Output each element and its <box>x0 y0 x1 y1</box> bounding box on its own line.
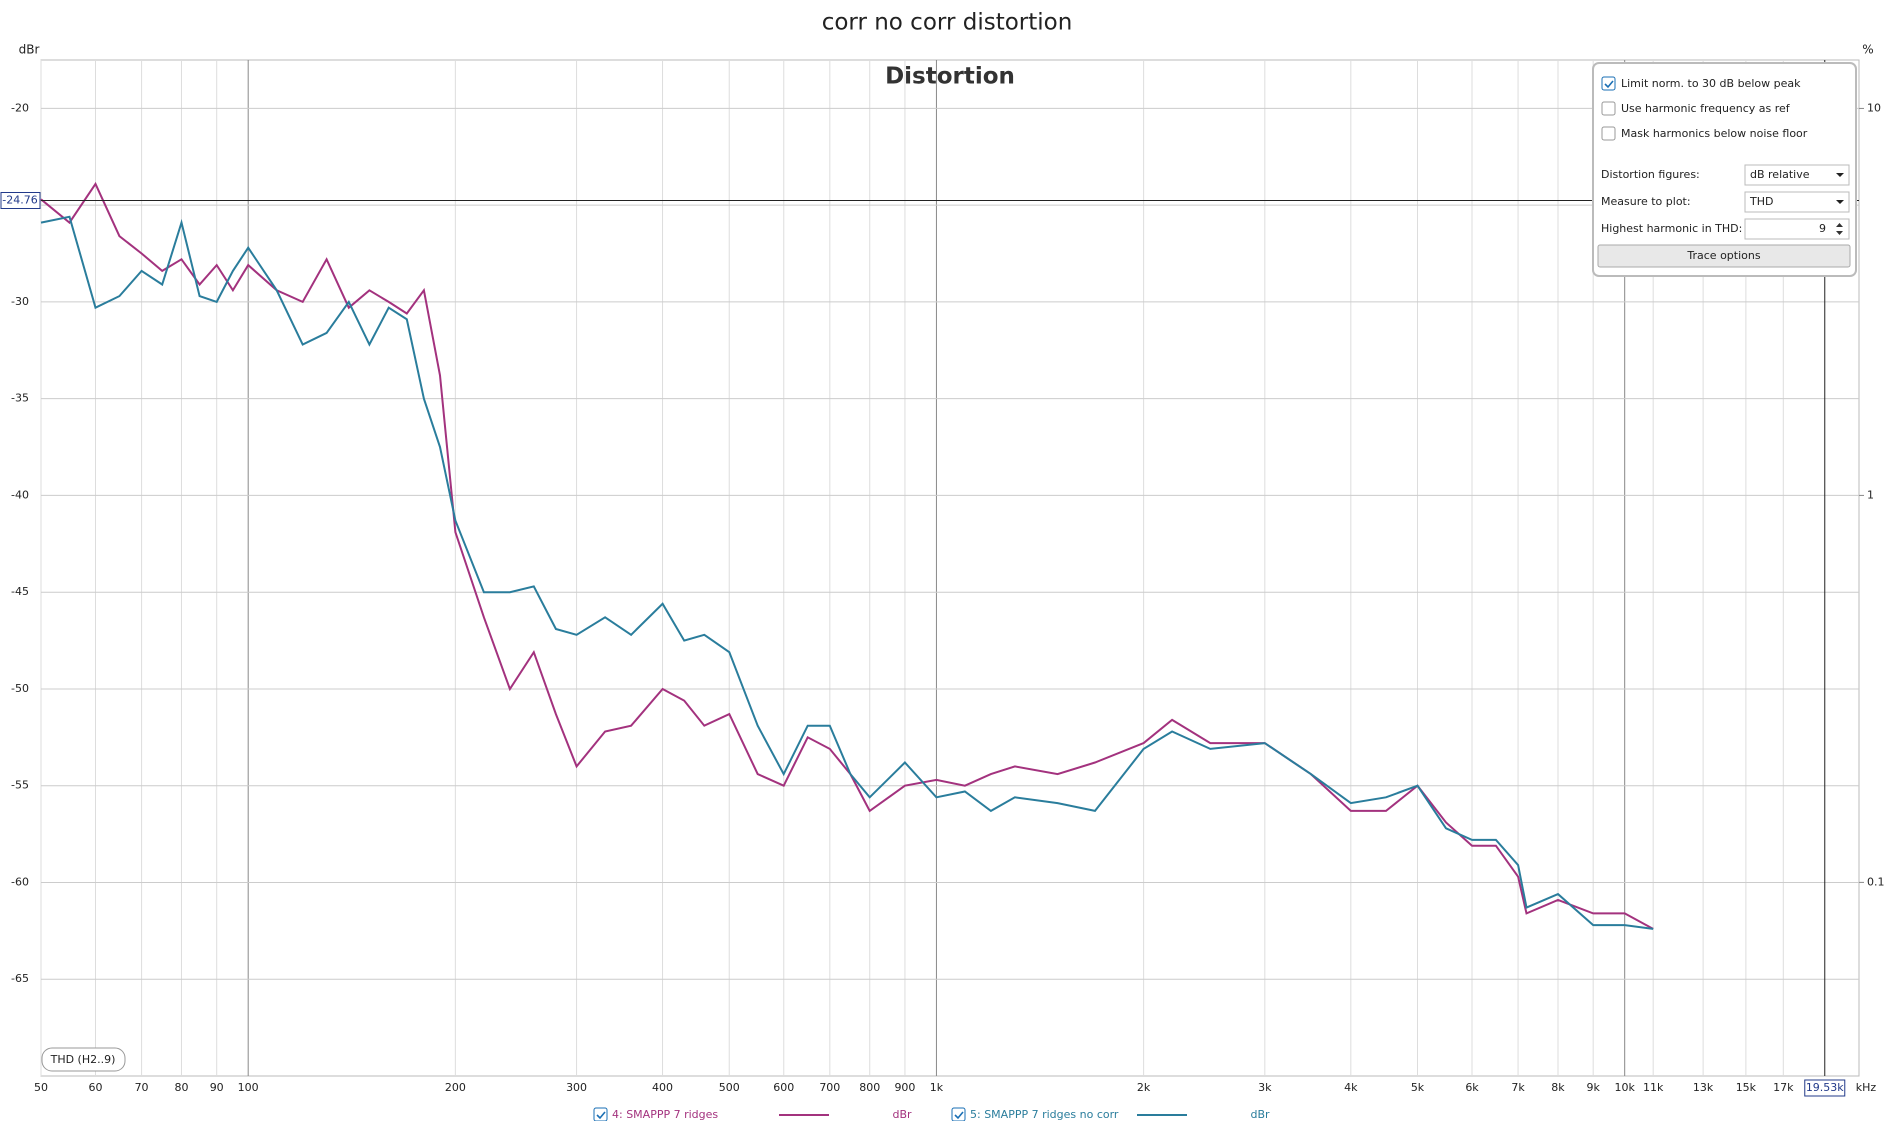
y2-tick-label: 0.1 <box>1867 875 1885 888</box>
y-tick-label: -40 <box>11 488 29 501</box>
legend-label: 4: SMAPPP 7 ridges <box>612 1108 718 1121</box>
dropdown-arrow <box>1836 200 1844 204</box>
x-unit-label: kHz <box>1856 1081 1877 1094</box>
checkbox[interactable] <box>1601 101 1616 116</box>
field-label: Measure to plot: <box>1601 195 1691 208</box>
checkbox[interactable] <box>1601 76 1616 91</box>
x-tick-label: 5k <box>1411 1081 1425 1094</box>
field-box[interactable] <box>1744 164 1850 186</box>
x-tick-label: 13k <box>1693 1081 1714 1094</box>
y-tick-label: -50 <box>11 682 29 695</box>
field-label: Distortion figures: <box>1601 168 1700 181</box>
badge: THD (H2..9) <box>50 1053 116 1066</box>
field-box[interactable] <box>1744 218 1850 240</box>
plot-area <box>40 59 1860 1077</box>
x-tick-label: 800 <box>859 1081 880 1094</box>
checkbox-label: Limit norm. to 30 dB below peak <box>1621 77 1801 90</box>
x-tick-label: 9k <box>1587 1081 1601 1094</box>
plot-title: Distortion <box>885 64 1015 90</box>
y2-axis-label: % <box>1862 43 1873 57</box>
x-tick-label: 2k <box>1137 1081 1151 1094</box>
field-value: THD <box>1749 195 1773 208</box>
checkbox-label: Mask harmonics below noise floor <box>1621 127 1808 140</box>
field-value: dB relative <box>1750 168 1810 181</box>
x-tick-label: 400 <box>652 1081 673 1094</box>
checkbox[interactable] <box>1601 126 1616 141</box>
x-tick-label: 6k <box>1465 1081 1479 1094</box>
checkmark <box>1604 80 1614 89</box>
x-tick-label: 600 <box>773 1081 794 1094</box>
x-tick-label: 3k <box>1258 1081 1272 1094</box>
x-tick-label: 500 <box>719 1081 740 1094</box>
cursor-label-box <box>0 191 41 209</box>
checkbox-label: Use harmonic frequency as ref <box>1621 102 1791 115</box>
checkbox[interactable] <box>593 1107 608 1121</box>
x-tick-label: 11k <box>1643 1081 1664 1094</box>
x-tick-label: 100 <box>238 1081 259 1094</box>
x-tick-label: 50 <box>34 1081 48 1094</box>
checkbox[interactable] <box>951 1107 966 1121</box>
x-tick-label: 15k <box>1736 1081 1757 1094</box>
series-line <box>40 215 1654 930</box>
field-value: 9 <box>1819 222 1826 235</box>
checkmark <box>954 1111 964 1120</box>
x-tick-label: 17k <box>1773 1081 1794 1094</box>
checkmark <box>596 1111 606 1120</box>
cursor-label-box <box>1804 1079 1846 1097</box>
x-tick-label: 900 <box>894 1081 915 1094</box>
chart-title: corr no corr distortion <box>822 10 1073 36</box>
y-tick-label: -35 <box>11 392 29 405</box>
x-tick-label: 7k <box>1511 1081 1525 1094</box>
button-label: Trace options <box>1686 249 1760 262</box>
y-tick-label: -20 <box>11 101 29 114</box>
y-tick-label: -60 <box>11 875 29 888</box>
x-tick-label: 90 <box>210 1081 224 1094</box>
x-tick-label: 80 <box>174 1081 188 1094</box>
x-tick-label: 300 <box>566 1081 587 1094</box>
legend-unit: dBr <box>1250 1108 1270 1121</box>
x-tick-label: 8k <box>1551 1081 1565 1094</box>
y-axis-label: dBr <box>19 43 40 57</box>
x-tick-label: 4k <box>1344 1081 1358 1094</box>
y-tick-label: -45 <box>11 585 29 598</box>
field-box[interactable] <box>1744 191 1850 213</box>
legend-label: 5: SMAPPP 7 ridges no corr <box>970 1108 1119 1121</box>
dropdown-arrow <box>1836 173 1844 177</box>
x-tick-label: 10k <box>1615 1081 1636 1094</box>
button[interactable] <box>1597 244 1851 268</box>
x-tick-label: 70 <box>135 1081 149 1094</box>
x-tick-label: 200 <box>445 1081 466 1094</box>
y-tick-label: -55 <box>11 779 29 792</box>
cursor-label: -24.76 <box>2 193 37 206</box>
legend-unit: dBr <box>892 1108 912 1121</box>
x-tick-label: 1k <box>930 1081 944 1094</box>
spinner-arrows <box>1836 223 1843 235</box>
cursor-label: 19.53k <box>1806 1081 1844 1094</box>
x-tick-label: 700 <box>819 1081 840 1094</box>
field-label: Highest harmonic in THD: <box>1601 222 1742 235</box>
series-line <box>40 181 1654 930</box>
y-tick-label: -65 <box>11 972 29 985</box>
y2-tick-label: 1 <box>1867 488 1874 501</box>
badge-box <box>41 1047 126 1072</box>
y2-tick-label: 10 <box>1867 101 1881 114</box>
y-tick-label: -30 <box>11 295 29 308</box>
x-tick-label: 60 <box>88 1081 102 1094</box>
